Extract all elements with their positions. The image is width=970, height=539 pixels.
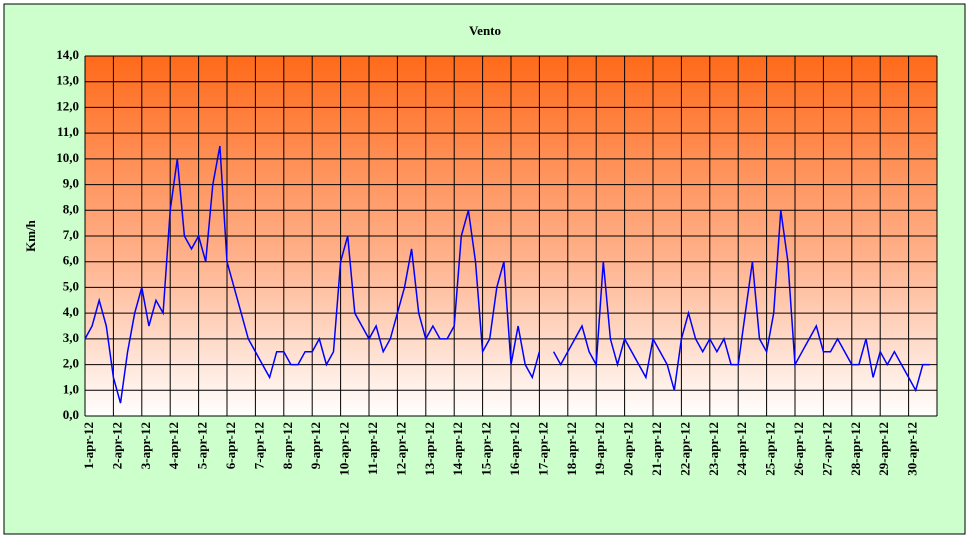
x-tick-label: 21-apr-12 bbox=[649, 422, 664, 476]
x-tick-label: 16-apr-12 bbox=[507, 422, 522, 476]
y-tick-label: 6,0 bbox=[63, 253, 79, 268]
x-tick-label: 14-apr-12 bbox=[450, 422, 465, 476]
y-tick-label: 0,0 bbox=[63, 407, 79, 422]
x-tick-label: 19-apr-12 bbox=[592, 422, 607, 476]
y-tick-label: 5,0 bbox=[63, 278, 79, 293]
x-tick-label: 11-apr-12 bbox=[365, 422, 380, 475]
y-tick-label: 12,0 bbox=[56, 98, 79, 113]
y-tick-label: 4,0 bbox=[63, 304, 79, 319]
x-tick-label: 1-apr-12 bbox=[81, 422, 96, 469]
y-tick-label: 11,0 bbox=[57, 124, 79, 139]
y-tick-label: 14,0 bbox=[56, 47, 79, 62]
x-tick-label: 20-apr-12 bbox=[621, 422, 636, 476]
x-tick-label: 8-apr-12 bbox=[280, 422, 295, 469]
y-tick-label: 13,0 bbox=[56, 73, 79, 88]
y-tick-label: 7,0 bbox=[63, 227, 79, 242]
y-tick-label: 3,0 bbox=[63, 330, 79, 345]
y-axis-label: Km/h bbox=[23, 219, 38, 252]
y-tick-label: 10,0 bbox=[56, 150, 79, 165]
x-tick-label: 3-apr-12 bbox=[138, 422, 153, 469]
x-tick-label: 28-apr-12 bbox=[848, 422, 863, 476]
x-tick-label: 9-apr-12 bbox=[308, 422, 323, 469]
x-tick-label: 13-apr-12 bbox=[422, 422, 437, 476]
x-tick-label: 15-apr-12 bbox=[479, 422, 494, 476]
x-tick-label: 25-apr-12 bbox=[763, 422, 778, 476]
x-tick-label: 2-apr-12 bbox=[109, 422, 124, 469]
x-tick-label: 27-apr-12 bbox=[819, 422, 834, 476]
x-tick-label: 26-apr-12 bbox=[791, 422, 806, 476]
x-tick-label: 7-apr-12 bbox=[251, 422, 266, 469]
x-tick-label: 10-apr-12 bbox=[337, 422, 352, 476]
y-tick-label: 1,0 bbox=[63, 381, 79, 396]
x-tick-label: 24-apr-12 bbox=[734, 422, 749, 476]
x-tick-label: 22-apr-12 bbox=[677, 422, 692, 476]
chart-title: Vento bbox=[469, 23, 501, 38]
x-tick-label: 30-apr-12 bbox=[905, 422, 920, 476]
x-tick-label: 4-apr-12 bbox=[166, 422, 181, 469]
x-tick-label: 29-apr-12 bbox=[876, 422, 891, 476]
data-line bbox=[84, 145, 930, 404]
x-tick-label: 6-apr-12 bbox=[223, 422, 238, 469]
y-tick-label: 2,0 bbox=[63, 356, 79, 371]
x-tick-label: 12-apr-12 bbox=[393, 422, 408, 476]
x-tick-label: 23-apr-12 bbox=[706, 422, 721, 476]
y-tick-label: 8,0 bbox=[63, 201, 79, 216]
x-tick-label: 17-apr-12 bbox=[535, 422, 550, 476]
y-tick-label: 9,0 bbox=[63, 176, 79, 191]
x-tick-label: 5-apr-12 bbox=[195, 422, 210, 469]
x-tick-label: 18-apr-12 bbox=[564, 422, 579, 476]
